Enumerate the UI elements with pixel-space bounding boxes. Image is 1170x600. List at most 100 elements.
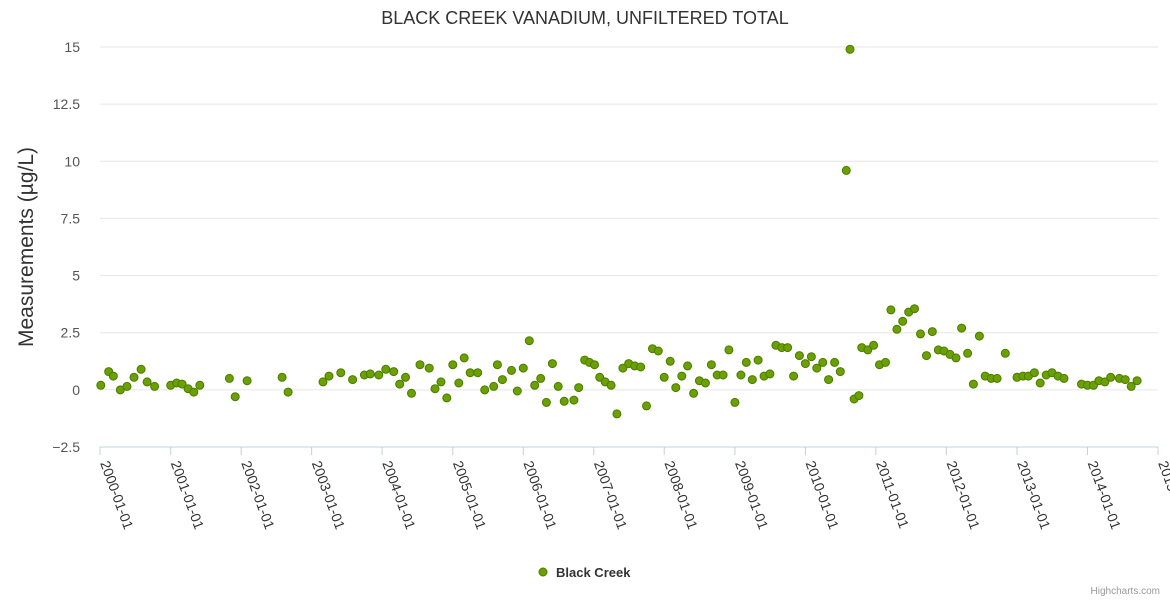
data-point[interactable] xyxy=(659,372,669,382)
data-point[interactable] xyxy=(348,375,358,385)
data-point[interactable] xyxy=(1059,373,1069,383)
data-point[interactable] xyxy=(150,381,160,391)
data-point[interactable] xyxy=(401,372,410,382)
data-point[interactable] xyxy=(436,377,446,387)
data-point[interactable] xyxy=(136,364,146,374)
data-point[interactable] xyxy=(574,383,584,393)
data-point[interactable] xyxy=(473,368,483,378)
data-point[interactable] xyxy=(910,304,919,314)
data-point[interactable] xyxy=(283,387,293,397)
data-point[interactable] xyxy=(242,376,252,386)
data-point[interactable] xyxy=(336,368,346,378)
data-point[interactable] xyxy=(189,387,199,397)
data-point[interactable] xyxy=(806,352,816,362)
data-point[interactable] xyxy=(992,373,1002,383)
data-point[interactable] xyxy=(898,316,908,326)
data-point[interactable] xyxy=(677,371,687,381)
data-point[interactable] xyxy=(642,401,651,411)
data-point[interactable] xyxy=(318,377,328,387)
data-point[interactable] xyxy=(518,363,528,373)
data-point[interactable] xyxy=(618,363,628,373)
legend-label-black-creek[interactable]: Black Creek xyxy=(556,565,631,580)
data-point[interactable] xyxy=(1120,375,1130,385)
data-point[interactable] xyxy=(671,383,681,393)
data-point[interactable] xyxy=(881,357,890,367)
data-point[interactable] xyxy=(541,397,551,407)
data-point[interactable] xyxy=(277,372,287,382)
data-point[interactable] xyxy=(389,367,399,377)
data-point[interactable] xyxy=(129,372,139,382)
data-point[interactable] xyxy=(442,393,452,403)
data-point[interactable] xyxy=(963,348,973,358)
data-point[interactable] xyxy=(1000,348,1010,358)
data-point[interactable] xyxy=(1132,376,1142,386)
data-point[interactable] xyxy=(142,377,152,387)
data-point[interactable] xyxy=(480,385,490,395)
data-point[interactable] xyxy=(812,363,822,373)
data-point[interactable] xyxy=(854,391,864,401)
data-point[interactable] xyxy=(741,357,751,367)
data-point[interactable] xyxy=(957,323,967,333)
data-point[interactable] xyxy=(547,359,557,369)
data-point[interactable] xyxy=(922,351,931,361)
data-point[interactable] xyxy=(415,360,425,370)
data-point[interactable] xyxy=(497,375,507,385)
data-point[interactable] xyxy=(689,388,699,398)
data-point[interactable] xyxy=(818,357,828,367)
data-point[interactable] xyxy=(430,384,440,394)
data-point[interactable] xyxy=(1106,372,1116,382)
data-point[interactable] xyxy=(530,380,540,390)
data-point[interactable] xyxy=(324,371,334,381)
chart-credits[interactable]: Highcharts.com xyxy=(1091,586,1160,597)
data-point[interactable] xyxy=(863,345,873,355)
data-point[interactable] xyxy=(536,373,546,383)
data-point[interactable] xyxy=(845,44,855,54)
data-point[interactable] xyxy=(927,327,937,337)
data-point[interactable] xyxy=(507,365,516,375)
data-point[interactable] xyxy=(753,355,763,365)
data-point[interactable] xyxy=(195,380,205,390)
data-point[interactable] xyxy=(224,373,234,383)
data-point[interactable] xyxy=(783,343,793,353)
data-point[interactable] xyxy=(454,378,464,388)
data-point[interactable] xyxy=(665,356,675,366)
data-point[interactable] xyxy=(800,359,810,369)
data-point[interactable] xyxy=(683,361,693,371)
data-point[interactable] xyxy=(974,331,984,341)
data-point[interactable] xyxy=(747,375,757,385)
data-point[interactable] xyxy=(606,380,616,390)
data-point[interactable] xyxy=(886,305,896,315)
data-point[interactable] xyxy=(968,379,978,389)
data-point[interactable] xyxy=(869,340,879,350)
data-point[interactable] xyxy=(718,370,728,380)
data-point[interactable] xyxy=(465,368,475,378)
data-point[interactable] xyxy=(374,370,384,380)
data-point[interactable] xyxy=(559,396,569,406)
data-point[interactable] xyxy=(407,388,416,398)
data-point[interactable] xyxy=(492,360,502,370)
data-point[interactable] xyxy=(892,324,902,334)
data-point[interactable] xyxy=(916,329,925,339)
data-point[interactable] xyxy=(700,378,710,388)
data-point[interactable] xyxy=(653,346,663,356)
data-point[interactable] xyxy=(96,380,106,390)
data-point[interactable] xyxy=(636,362,646,372)
data-point[interactable] xyxy=(841,165,851,175)
data-point[interactable] xyxy=(730,397,740,407)
data-point[interactable] xyxy=(835,367,845,377)
data-point[interactable] xyxy=(830,357,840,367)
data-point[interactable] xyxy=(395,379,405,389)
data-point[interactable] xyxy=(230,392,240,402)
data-point[interactable] xyxy=(512,386,522,396)
data-point[interactable] xyxy=(1126,381,1136,391)
data-point[interactable] xyxy=(1029,368,1039,378)
data-point[interactable] xyxy=(765,369,775,379)
data-point[interactable] xyxy=(590,360,599,370)
data-point[interactable] xyxy=(569,395,579,405)
data-point[interactable] xyxy=(724,345,734,355)
data-point[interactable] xyxy=(108,371,118,381)
data-point[interactable] xyxy=(553,381,563,391)
legend[interactable]: Black Creek xyxy=(538,565,631,580)
data-point[interactable] xyxy=(459,353,469,363)
data-point[interactable] xyxy=(824,375,834,385)
